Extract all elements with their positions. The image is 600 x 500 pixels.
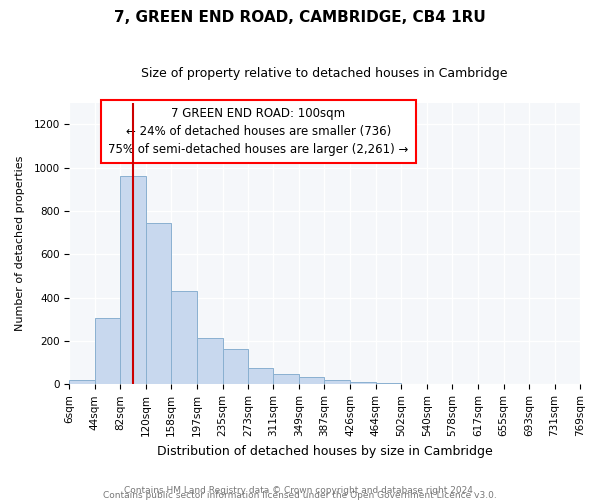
Bar (223, 348, 248, 384)
Y-axis label: Number of detached properties: Number of detached properties (15, 156, 25, 331)
Bar (197, 338, 223, 384)
Bar (248, 368, 274, 384)
Bar (70, 380, 95, 384)
Text: 7, GREEN END ROAD, CAMBRIDGE, CB4 1RU: 7, GREEN END ROAD, CAMBRIDGE, CB4 1RU (114, 10, 486, 25)
Title: Size of property relative to detached houses in Cambridge: Size of property relative to detached ho… (142, 68, 508, 80)
X-axis label: Distribution of detached houses by size in Cambridge: Distribution of detached houses by size … (157, 444, 493, 458)
Bar (274, 374, 299, 384)
Bar (95, 318, 120, 384)
Text: Contains HM Land Registry data © Crown copyright and database right 2024.: Contains HM Land Registry data © Crown c… (124, 486, 476, 495)
Text: Contains public sector information licensed under the Open Government Licence v3: Contains public sector information licen… (103, 491, 497, 500)
Bar (120, 176, 146, 384)
Bar (299, 377, 325, 384)
Bar (146, 223, 171, 384)
Bar (350, 382, 376, 384)
Bar (325, 380, 350, 384)
Text: 7 GREEN END ROAD: 100sqm
← 24% of detached houses are smaller (736)
75% of semi-: 7 GREEN END ROAD: 100sqm ← 24% of detach… (108, 106, 409, 156)
Bar (171, 291, 197, 384)
